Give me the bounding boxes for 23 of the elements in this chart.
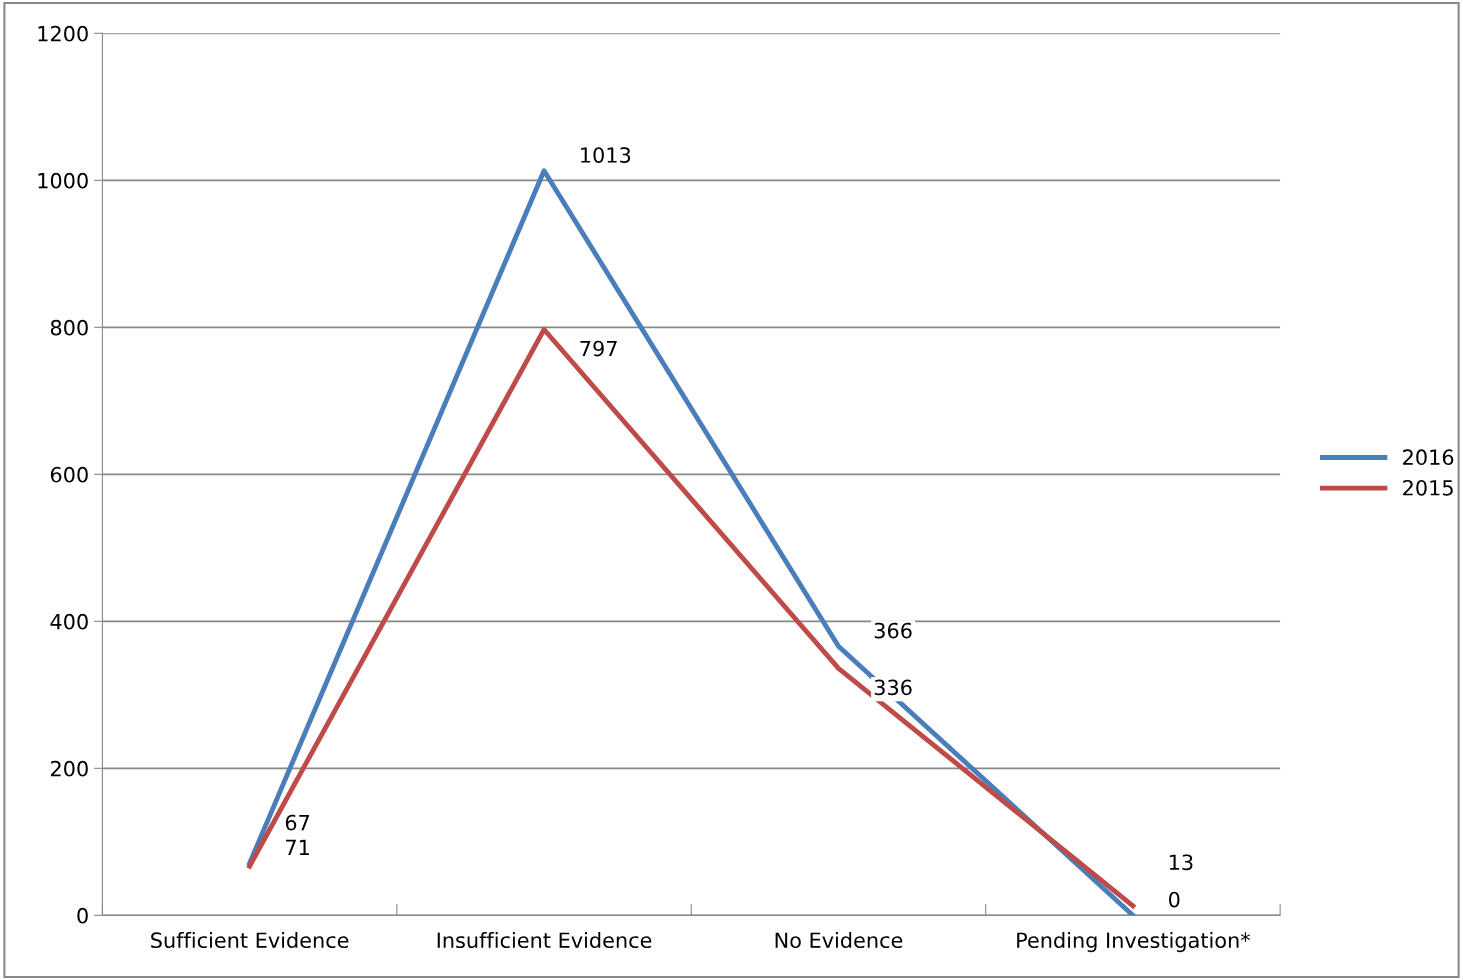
data-label: 0 [1169, 891, 1180, 908]
data-label: 1013 [581, 147, 631, 163]
data-label: 71 [286, 839, 309, 855]
y-tick-label: 600 [50, 466, 88, 483]
x-tick-label: Insufficient Evidence [437, 931, 652, 949]
x-tick-label: Sufficient Evidence [151, 931, 349, 949]
data-label: 366 [874, 622, 912, 639]
data-label: 13 [1169, 854, 1193, 871]
line-series [247, 168, 1136, 916]
data-label: 336 [874, 679, 912, 696]
y-tick-label: 200 [50, 760, 88, 777]
y-tick-label: 1000 [38, 172, 88, 189]
data-label: 797 [580, 340, 617, 357]
data-label: 67 [285, 814, 310, 831]
legend-label: 2016 [1403, 449, 1454, 466]
line-series [247, 327, 1136, 909]
y-tick-label: 400 [50, 613, 88, 630]
x-tick-label: Pending Investigation* [1017, 931, 1251, 953]
x-tick-label: No Evidence [775, 931, 903, 949]
y-tick-label: 0 [77, 907, 88, 924]
y-tick-label: 800 [50, 319, 88, 336]
legend-label: 2015 [1403, 479, 1453, 496]
y-tick-label: 1200 [38, 25, 88, 42]
